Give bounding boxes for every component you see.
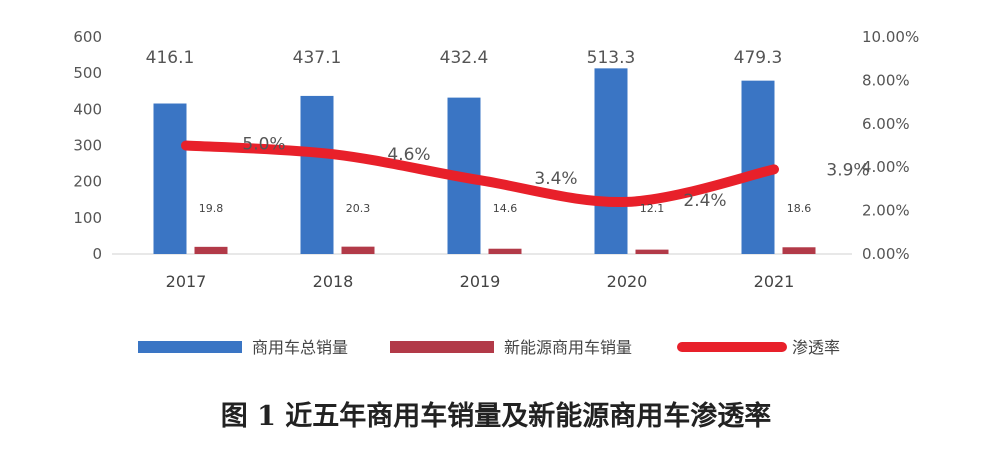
nev-sales-bar [782,247,816,254]
category-label: 2017 [166,272,207,291]
legend: 商用车总销量 新能源商用车销量 渗透率 [138,338,840,357]
penetration-line [181,140,779,208]
penetration-line-path [181,140,779,208]
left-tick-label: 500 [73,64,102,82]
nev-sales-label: 20.3 [346,202,371,215]
nev-sales-bar [488,248,522,254]
category-label: 2020 [607,272,648,291]
bars [153,68,816,255]
legend-swatch-total-sales [138,341,242,353]
total-sales-label: 513.3 [587,48,636,68]
nev-sales-bar [341,246,375,254]
right-tick-label: 2.00% [862,202,910,220]
right-tick-label: 0.00% [862,245,910,263]
legend-label-nev-sales: 新能源商用车销量 [504,338,632,357]
penetration-label: 4.6% [387,145,430,165]
total-sales-label: 479.3 [734,48,783,68]
nev-sales-label: 14.6 [493,202,518,215]
right-tick-label: 10.00% [862,28,919,46]
category-label: 2021 [754,272,795,291]
penetration-label: 2.4% [683,191,726,211]
left-tick-label: 0 [92,245,102,263]
nev-sales-label: 18.6 [787,202,812,215]
legend-swatch-nev-sales [390,341,494,353]
data-labels: 416.1 437.1 432.4 513.3 479.3 19.8 20.3 14.6 12.… [146,48,870,215]
total-sales-label: 432.4 [440,48,489,68]
figure-caption: 图 1 近五年商用车销量及新能源商用车渗透率 [221,400,772,432]
right-axis: 0.00% 2.00% 4.00% 6.00% 8.00% 10.00% [862,28,919,263]
total-sales-bar [300,95,334,254]
penetration-label: 5.0% [242,135,285,155]
nev-sales-label: 12.1 [640,202,665,215]
legend-label-total-sales: 商用车总销量 [252,338,348,357]
left-tick-label: 600 [73,28,102,46]
left-tick-label: 400 [73,100,102,118]
nev-sales-bar [194,246,228,254]
category-label: 2018 [313,272,354,291]
left-tick-label: 200 [73,173,102,191]
left-tick-label: 300 [73,137,102,155]
legend-label-penetration: 渗透率 [792,338,840,357]
nev-sales-label: 19.8 [199,202,224,215]
total-sales-bar [153,103,187,254]
penetration-label: 3.9% [826,160,869,180]
category-labels: 2017 2018 2019 2020 2021 [166,272,795,291]
total-sales-bar [594,68,628,254]
right-tick-label: 8.00% [862,71,910,89]
right-tick-label: 6.00% [862,115,910,133]
total-sales-label: 437.1 [293,48,342,68]
left-axis: 0 100 200 300 400 500 600 [73,28,102,263]
left-tick-label: 100 [73,209,102,227]
nev-sales-bar [635,249,669,254]
penetration-label: 3.4% [534,169,577,189]
right-tick-label: 4.00% [862,158,910,176]
total-sales-label: 416.1 [146,48,195,68]
category-label: 2019 [460,272,501,291]
